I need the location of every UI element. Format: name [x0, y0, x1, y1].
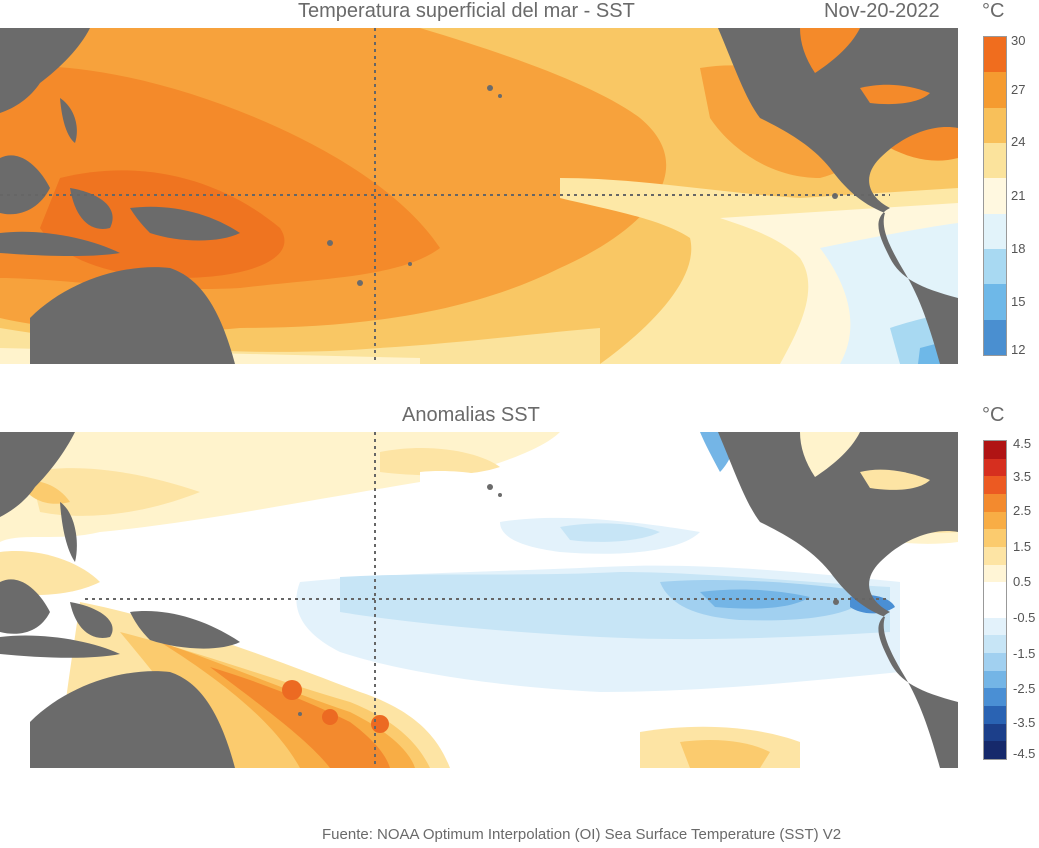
anomaly-tick: -3.5	[1013, 715, 1036, 730]
anomaly-tick: -1.5	[1013, 646, 1036, 661]
sst-colorbar-segment	[984, 284, 1006, 320]
sst-tick: 18	[1011, 241, 1026, 256]
anomaly-colorbar-segment	[984, 476, 1006, 494]
sst-tick: 30	[1011, 33, 1026, 48]
anomaly-colorbar-segment	[984, 529, 1006, 547]
anomaly-colorbar-ticks: 4.5 3.5 2.5 1.5 0.5 -0.5 -1.5 -2.5 -3.5 …	[1013, 436, 1039, 766]
sst-tick: 21	[1011, 188, 1026, 203]
anomaly-tick: 0.5	[1013, 574, 1032, 589]
sst-title: Temperatura superficial del mar - SST	[298, 0, 635, 22]
sst-colorbar-segment	[984, 107, 1006, 143]
sst-tick: 12	[1011, 342, 1026, 357]
sst-colorbar-segment	[984, 248, 1006, 285]
anomaly-colorbar-segment	[984, 635, 1006, 653]
anomaly-colorbar-segment	[984, 617, 1006, 636]
anomaly-tick: 2.5	[1013, 503, 1032, 518]
anomaly-tick: -2.5	[1013, 681, 1036, 696]
anomaly-colorbar-segment	[984, 652, 1006, 671]
anomaly-colorbar-segment	[984, 688, 1006, 706]
anomaly-colorbar-segment	[984, 582, 1006, 600]
sst-colorbar-segment	[984, 37, 1006, 73]
sst-date: Nov-20-2022	[824, 0, 940, 22]
anomaly-colorbar-segment	[984, 511, 1006, 530]
sst-colorbar	[983, 36, 1007, 356]
anomaly-colorbar-segment	[984, 458, 1006, 477]
anomaly-colorbar-segment	[984, 564, 1006, 583]
sst-colorbar-ticks: 30 27 24 21 18 15 12	[1011, 33, 1039, 363]
anomaly-colorbar-segment	[984, 493, 1006, 512]
anomaly-colorbar-segment	[984, 546, 1006, 565]
anomaly-tick: -4.5	[1013, 746, 1036, 761]
sst-unit: °C	[982, 0, 1005, 22]
anomaly-tick: 4.5	[1013, 436, 1032, 451]
sst-tick: 24	[1011, 134, 1026, 149]
sst-map	[0, 28, 958, 364]
sst-colorbar-segment	[984, 142, 1006, 179]
anomaly-tick: 3.5	[1013, 469, 1032, 484]
anomaly-colorbar-segment	[984, 723, 1006, 742]
anomaly-tick: 1.5	[1013, 539, 1032, 554]
anomaly-colorbar-segment	[984, 599, 1006, 618]
sst-colorbar-segment	[984, 319, 1006, 355]
anomaly-unit: °C	[982, 404, 1005, 426]
source-footer: Fuente: NOAA Optimum Interpolation (OI) …	[322, 826, 842, 843]
anomaly-colorbar	[983, 440, 1007, 760]
sst-tick: 15	[1011, 294, 1026, 309]
sst-colorbar-segment	[984, 213, 1006, 249]
sst-tick: 27	[1011, 82, 1026, 97]
sst-colorbar-segment	[984, 178, 1006, 214]
anomaly-colorbar-segment	[984, 705, 1006, 724]
anomaly-colorbar-segment	[984, 441, 1006, 459]
sst-colorbar-segment	[984, 72, 1006, 108]
anomaly-title: Anomalias SST	[402, 404, 540, 426]
anomaly-colorbar-segment	[984, 670, 1006, 689]
anomaly-map	[0, 432, 958, 768]
anomaly-tick: -0.5	[1013, 610, 1036, 625]
anomaly-colorbar-segment	[984, 741, 1006, 759]
